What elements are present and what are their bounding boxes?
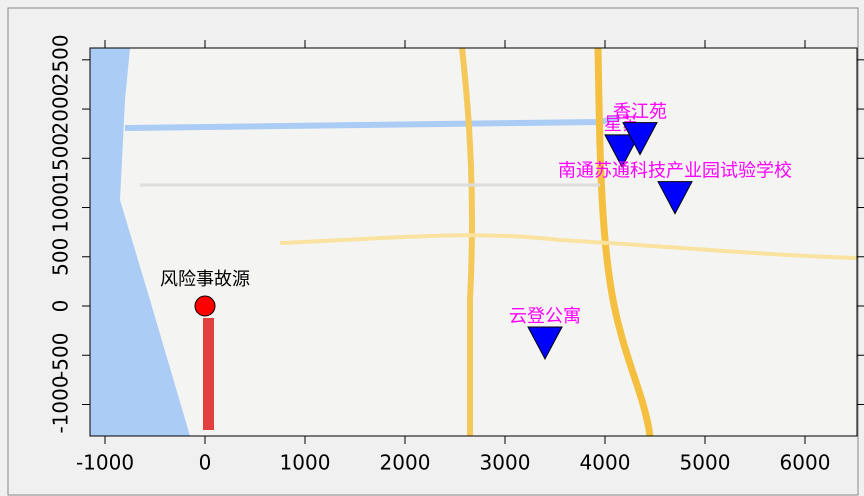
x-tick-label: -1000 xyxy=(76,451,134,475)
y-tick-label: -1000 xyxy=(49,375,73,433)
x-tick-label: 1000 xyxy=(280,451,331,475)
x-tick-label: 2000 xyxy=(380,451,431,475)
y-tick-label: 1000 xyxy=(49,182,73,233)
y-tick-label: -500 xyxy=(49,333,73,378)
y-tick-label: 0 xyxy=(49,300,73,313)
point-label: 香江苑 xyxy=(613,102,667,123)
y-tick-label: 1500 xyxy=(49,133,73,184)
y-tick-label: 2500 xyxy=(48,34,72,85)
point-label: 风险事故源 xyxy=(160,269,250,290)
x-tick-label: 3000 xyxy=(480,451,531,475)
x-tick-label: 4000 xyxy=(580,451,631,475)
x-tick-label: 6000 xyxy=(780,451,831,475)
map-background xyxy=(90,48,857,436)
point xyxy=(195,296,215,316)
x-tick-label: 5000 xyxy=(680,451,731,475)
x-tick-label: 0 xyxy=(199,451,212,475)
y-tick-label: 500 xyxy=(49,238,73,276)
y-tick-label: 2000 xyxy=(49,84,73,135)
point-label: 云登公寓 xyxy=(509,306,581,327)
chart: -10000100020003000400050006000-1000-5000… xyxy=(0,0,864,496)
point-label: 南通苏通科技产业园试验学校 xyxy=(558,161,792,182)
